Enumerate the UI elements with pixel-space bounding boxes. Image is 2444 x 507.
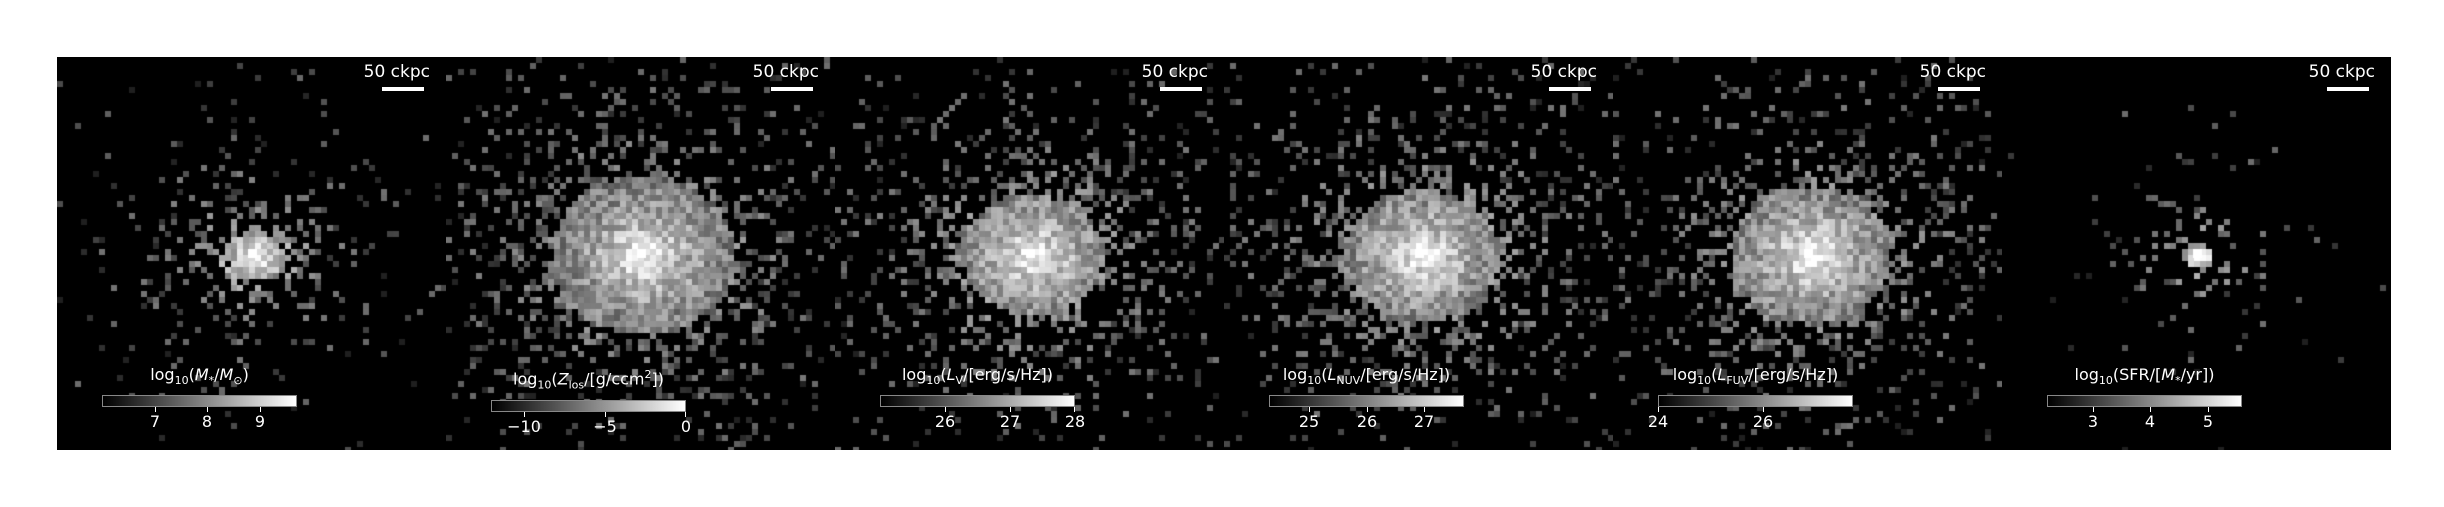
colorbar-tick-label: 4 <box>2144 412 2156 432</box>
colorbar-tick <box>605 411 606 417</box>
colorbar-gradient <box>2047 395 2242 408</box>
colorbar-label: log10(LFUV/[erg/s/Hz]) <box>1672 365 1839 388</box>
colorbar-ticks: 25 26 27 <box>1269 407 1464 433</box>
colorbar-ticks: 24 26 <box>1648 407 1853 433</box>
colorbar-tick <box>260 407 261 413</box>
scalebar-line <box>2327 87 2369 91</box>
scalebar-line <box>1549 87 1591 91</box>
galaxy-image-luminosity-v <box>835 57 1224 450</box>
colorbar-tick-label: 3 <box>2087 412 2099 432</box>
colorbar-tick-label: 25 <box>1298 412 1320 432</box>
colorbar-label: log10(LNUV/[erg/s/Hz]) <box>1282 365 1451 388</box>
colorbar-tick <box>2150 407 2151 413</box>
scalebar-label: 50 ckpc <box>752 62 819 82</box>
galaxy-image-luminosity-fuv <box>1613 57 2002 450</box>
scalebar-label: 50 ckpc <box>363 62 430 82</box>
colorbar: log10(M*/M⊙) 7 8 9 <box>102 365 297 433</box>
colorbar: log10(LV/[erg/s/Hz]) 26 27 28 <box>880 365 1085 433</box>
colorbar-tick <box>1658 407 1659 413</box>
colorbar: log10(Zlos/[g/ccm2]) −10 −5 0 <box>491 365 691 438</box>
colorbar-tick-label: 5 <box>2202 412 2214 432</box>
colorbar-tick <box>524 411 525 417</box>
panel-sfr: 50 ckpc log10(SFR/[M*/yr]) 3 4 5 <box>2002 57 2391 450</box>
colorbar-gradient <box>491 399 686 412</box>
colorbar-label: log10(M*/M⊙) <box>150 365 249 388</box>
galaxy-image-luminosity-nuv <box>1224 57 1613 450</box>
colorbar-tick-label: −10 <box>507 416 541 436</box>
panel-luminosity-nuv: 50 ckpc log10(LNUV/[erg/s/Hz]) 25 26 27 <box>1224 57 1613 450</box>
scalebar-line <box>382 87 424 91</box>
colorbar-gradient <box>1658 395 1853 408</box>
galaxy-image-metallicity <box>446 57 835 450</box>
colorbar-tick-label: 8 <box>201 412 213 432</box>
panel-luminosity-v: 50 ckpc log10(LV/[erg/s/Hz]) 26 27 28 <box>835 57 1224 450</box>
colorbar-tick-label: 26 <box>1752 412 1774 432</box>
colorbar-tick-label: 26 <box>1356 412 1378 432</box>
colorbar-tick-label: 28 <box>1064 412 1086 432</box>
colorbar-tick <box>945 407 946 413</box>
scalebar-label: 50 ckpc <box>2308 62 2375 82</box>
colorbar-tick <box>685 411 686 417</box>
colorbar-tick-label: 24 <box>1647 412 1669 432</box>
colorbar-tick <box>1367 407 1368 413</box>
panel-stellar-mass: 50 ckpc log10(M*/M⊙) 7 8 9 <box>57 57 446 450</box>
colorbar-tick-label: 0 <box>680 416 692 436</box>
colorbar-tick <box>1074 407 1075 413</box>
panel-luminosity-fuv: 50 ckpc log10(LFUV/[erg/s/Hz]) 24 26 <box>1613 57 2002 450</box>
colorbar: log10(LNUV/[erg/s/Hz]) 25 26 27 <box>1269 365 1464 433</box>
scalebar-label: 50 ckpc <box>1141 62 1208 82</box>
colorbar-tick <box>1010 407 1011 413</box>
scalebar-label: 50 ckpc <box>1919 62 1986 82</box>
colorbar-tick <box>2093 407 2094 413</box>
colorbar-tick-label: 27 <box>1413 412 1435 432</box>
colorbar-gradient <box>102 395 297 408</box>
colorbar-label: log10(Zlos/[g/ccm2]) <box>513 368 664 392</box>
scalebar-label: 50 ckpc <box>1530 62 1597 82</box>
colorbar-gradient <box>880 395 1075 408</box>
colorbar-label: log10(LV/[erg/s/Hz]) <box>901 365 1054 388</box>
colorbar-gradient <box>1269 395 1464 408</box>
colorbar-tick-label: 27 <box>999 412 1021 432</box>
galaxy-image-sfr <box>2002 57 2391 450</box>
colorbar-ticks: −10 −5 0 <box>491 411 691 438</box>
colorbar-tick <box>207 407 208 413</box>
colorbar-tick <box>155 407 156 413</box>
colorbar-label: log10(SFR/[M*/yr]) <box>2074 365 2215 388</box>
panel-metallicity: 50 ckpc log10(Zlos/[g/ccm2]) −10 −5 0 <box>446 57 835 450</box>
colorbar-ticks: 7 8 9 <box>102 407 297 433</box>
colorbar-tick-label: −5 <box>593 416 617 436</box>
colorbar-tick-label: 7 <box>149 412 161 432</box>
galaxy-image-stellar-mass <box>57 57 446 450</box>
colorbar-ticks: 26 27 28 <box>880 407 1085 433</box>
colorbar-tick <box>2208 407 2209 413</box>
scalebar-line <box>1938 87 1980 91</box>
scalebar-line <box>1160 87 1202 91</box>
galaxy-map-figure: 50 ckpc log10(M*/M⊙) 7 8 9 50 ckpc log10(Zlos/… <box>57 57 2391 450</box>
colorbar-tick-label: 26 <box>934 412 956 432</box>
colorbar-tick-label: 9 <box>254 412 266 432</box>
colorbar: log10(LFUV/[erg/s/Hz]) 24 26 <box>1648 365 1853 433</box>
scalebar-line <box>771 87 813 91</box>
colorbar-tick <box>1309 407 1310 413</box>
colorbar-tick <box>1424 407 1425 413</box>
colorbar-tick <box>1763 407 1764 413</box>
colorbar: log10(SFR/[M*/yr]) 3 4 5 <box>2047 365 2242 433</box>
colorbar-ticks: 3 4 5 <box>2047 407 2242 433</box>
